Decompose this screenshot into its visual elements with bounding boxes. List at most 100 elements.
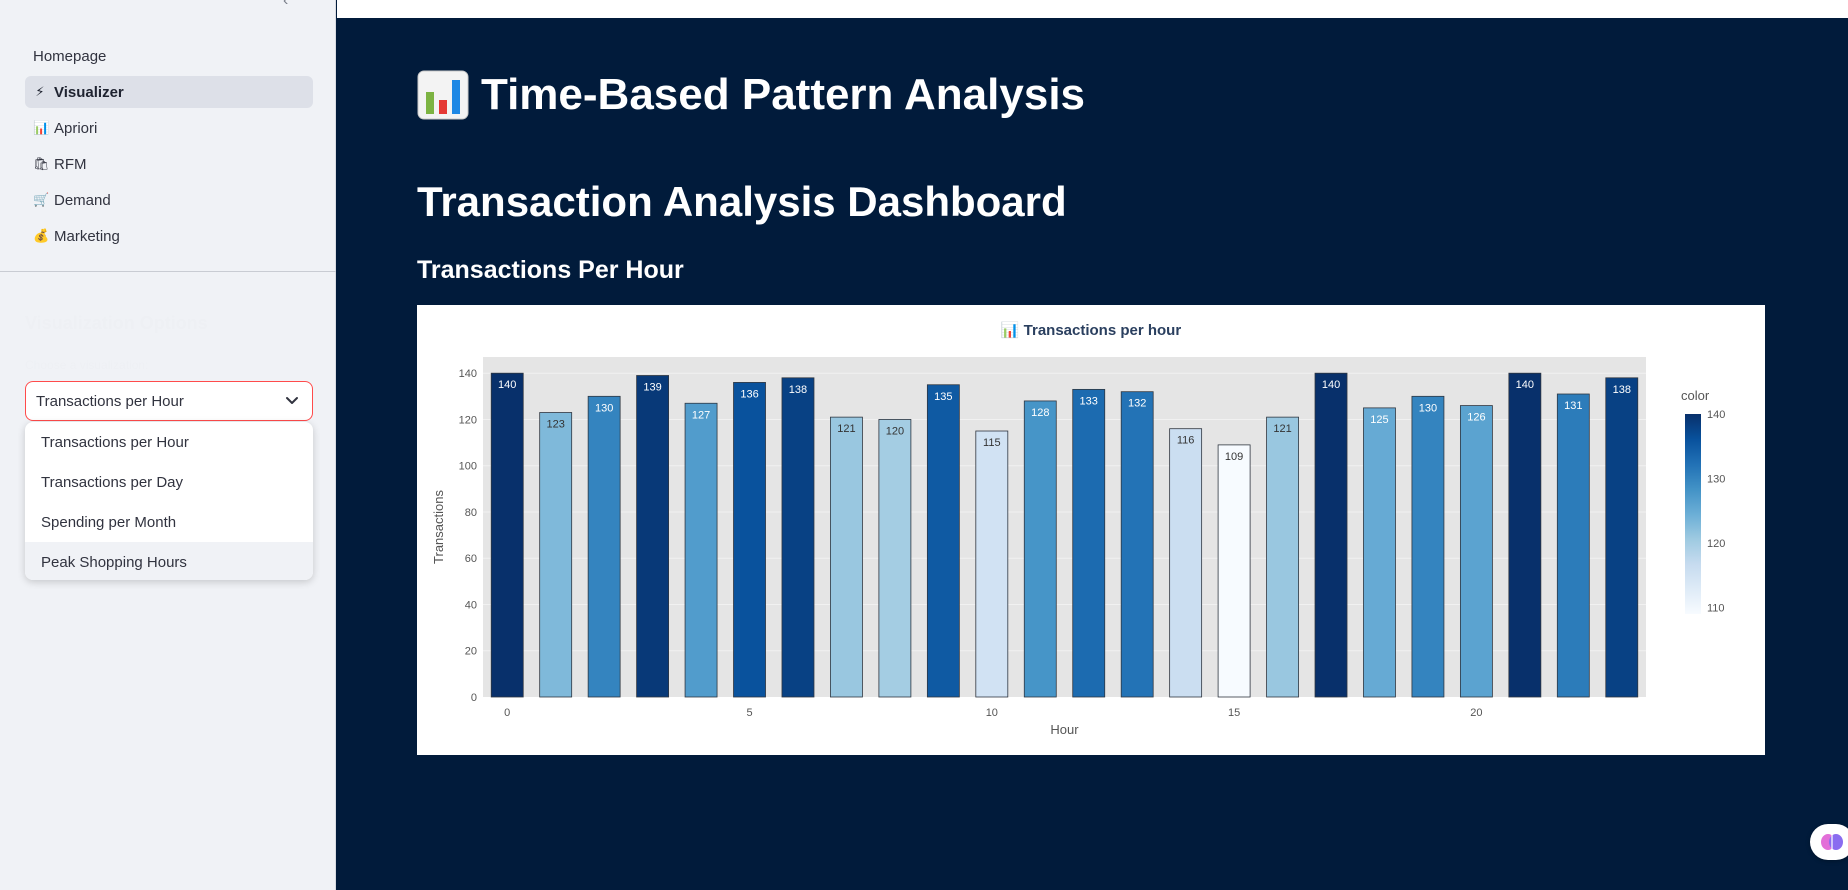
bar-value-label: 116 [1177, 435, 1195, 447]
dashboard-title: Transaction Analysis Dashboard [417, 178, 1067, 225]
x-tick-label: 0 [504, 707, 510, 719]
chart-card: 0 20 40 60 80 100 120 140 140 123 130 139 127 136 138 1… [417, 305, 1765, 755]
bar-value-label: 133 [1080, 395, 1098, 407]
collapse-sidebar-icon[interactable]: ‹ [283, 0, 289, 9]
bar-value-label: 127 [692, 409, 710, 421]
bar-value-label: 131 [1564, 400, 1582, 412]
chevron-down-icon [286, 397, 298, 404]
bar [490, 372, 524, 698]
sidebar-item-visualizer[interactable]: ⚡ Visualizer [25, 76, 313, 108]
bar-value-label: 138 [1613, 384, 1631, 396]
dropdown-option[interactable]: Transactions per Hour [41, 433, 189, 451]
page-title: Time-Based Pattern Analysis [417, 70, 1085, 120]
shopping-cart-icon: 🛒 [33, 192, 50, 207]
bar [1556, 393, 1590, 698]
colorbar-tick-label: 130 [1707, 474, 1725, 486]
sidebar: ‹ Homepage ⚡ Visualizer 📊 Apriori 🛍 RFM 🛒 Demand… [0, 0, 336, 890]
bar [878, 419, 912, 698]
lightning-icon: ⚡ [35, 84, 45, 99]
sidebar-divider [0, 271, 336, 272]
section-title: Transactions Per Hour [417, 256, 684, 284]
sidebar-item-demand[interactable]: 🛒 Demand [25, 184, 313, 216]
bar [1023, 400, 1057, 698]
bar-value-label: 132 [1128, 398, 1146, 410]
bar-value-label: 109 [1225, 451, 1243, 463]
top-bar [337, 0, 1848, 18]
bar [781, 377, 815, 698]
bar [539, 412, 573, 698]
assistant-button[interactable] [1810, 824, 1848, 860]
dropdown-option[interactable]: Peak Shopping Hours [25, 542, 313, 580]
x-axis-label: Hour [1050, 722, 1079, 737]
bar-value-label: 140 [498, 379, 516, 391]
y-tick-label: 80 [465, 507, 477, 519]
page-title-text: Time-Based Pattern Analysis [481, 70, 1086, 119]
colorbar [1685, 414, 1701, 614]
bar-value-label: 128 [1031, 407, 1049, 419]
bar [1266, 416, 1299, 698]
brain-icon [1821, 834, 1843, 850]
visualization-select[interactable]: Transactions per Hour [25, 381, 313, 421]
sidebar-item-label: Apriori [54, 119, 98, 137]
sidebar-item-rfm[interactable]: 🛍 RFM [25, 148, 313, 180]
bar-value-label: 123 [547, 419, 565, 431]
bar-value-label: 130 [1419, 402, 1437, 414]
y-axis-label: Transactions [431, 490, 446, 564]
x-tick-label: 20 [1470, 707, 1482, 719]
sidebar-item-label: RFM [54, 155, 87, 173]
bar [636, 375, 670, 698]
dropdown-menu: Transactions per Hour Transactions per Da… [25, 422, 313, 580]
bar-value-label: 121 [837, 423, 855, 435]
bar [1508, 372, 1542, 698]
sidebar-item-marketing[interactable]: 💰 Marketing [25, 220, 313, 252]
bar-value-label: 140 [1322, 379, 1340, 391]
colorbar-tick-label: 110 [1707, 603, 1725, 615]
sidebar-item-label: Demand [54, 191, 111, 209]
sidebar-item-apriori[interactable]: 📊 Apriori [25, 112, 313, 144]
chart-title: 📊 Transactions per hour [1001, 321, 1182, 339]
options-heading: Visualization Options [25, 313, 208, 333]
bar [1169, 428, 1203, 698]
sidebar-item-label: Homepage [33, 47, 107, 65]
bar [1605, 377, 1639, 698]
y-tick-label: 120 [459, 414, 477, 426]
y-tick-label: 20 [465, 646, 477, 658]
bar-value-label: 138 [789, 384, 807, 396]
bar-value-label: 130 [595, 402, 613, 414]
bar-value-label: 125 [1370, 414, 1388, 426]
bar-chart-icon [417, 70, 469, 120]
sidebar-item-homepage[interactable]: Homepage [25, 40, 313, 72]
bar-value-label: 136 [740, 388, 758, 400]
bar [1363, 407, 1396, 698]
bar-value-label: 115 [983, 437, 1001, 449]
dropdown-option[interactable]: Transactions per Day [41, 473, 184, 491]
bar-value-label: 120 [886, 425, 904, 437]
bar [975, 430, 1009, 698]
bar [926, 384, 960, 698]
colorbar-tick-label: 140 [1707, 409, 1725, 421]
x-tick-label: 15 [1228, 707, 1240, 719]
select-value: Transactions per Hour [36, 392, 184, 410]
y-tick-label: 0 [471, 692, 477, 704]
bar-value-label: 139 [643, 382, 661, 394]
x-tick-label: 5 [746, 707, 752, 719]
bar [684, 402, 718, 698]
bar [1217, 444, 1251, 698]
sidebar-item-label: Marketing [54, 227, 120, 245]
bar [1411, 395, 1445, 698]
bar-value-label: 121 [1273, 423, 1291, 435]
bar [1314, 372, 1348, 698]
bar-value-label: 135 [934, 391, 952, 403]
x-tick-label: 10 [986, 707, 998, 719]
dropdown-option[interactable]: Spending per Month [41, 513, 177, 531]
bar [830, 416, 863, 698]
bar-value-label: 126 [1467, 412, 1485, 424]
bar [1120, 391, 1154, 698]
y-tick-label: 40 [465, 599, 477, 611]
shopping-bags-icon: 🛍 [33, 156, 50, 171]
bar [587, 395, 621, 698]
bar-chart-icon: 📊 [33, 120, 50, 135]
bar [1072, 388, 1106, 698]
bar [1459, 405, 1493, 698]
